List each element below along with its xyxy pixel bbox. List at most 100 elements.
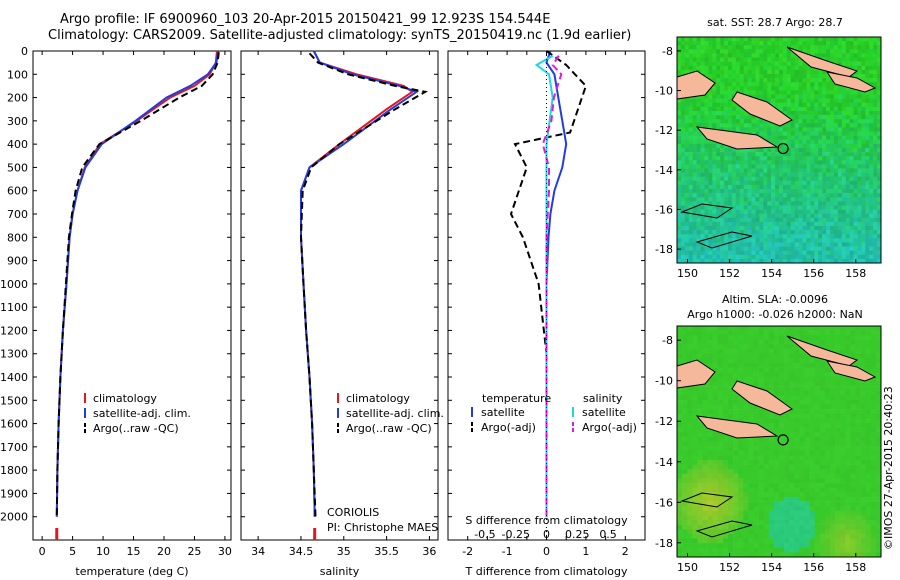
sst_map-cell — [731, 246, 737, 252]
sst_map-cell — [790, 135, 796, 141]
difference-top-xtick-label: -0.5 — [474, 528, 495, 541]
sst_map-cell — [708, 94, 713, 99]
sst_map-cell — [708, 201, 713, 206]
sla_map-cell — [819, 339, 826, 345]
sla_map-cell — [707, 326, 713, 331]
sst_map-cell — [818, 213, 823, 219]
sla_map-cell — [860, 358, 866, 364]
sla_map-cell — [748, 469, 754, 475]
sst_map-cell — [700, 41, 705, 46]
sst_map-cell — [794, 69, 799, 75]
sst_map-cell — [692, 57, 697, 62]
sst_map-cell — [779, 53, 784, 58]
sst_map-cell — [696, 164, 701, 169]
sst_map-cell — [830, 49, 835, 54]
sla_map-cell — [865, 413, 872, 419]
sst_map-cell — [716, 115, 721, 120]
sst_map-cell — [755, 258, 760, 264]
sst_map-cell — [743, 176, 748, 182]
sst_map-cell — [759, 156, 764, 161]
sla_map-cell — [779, 423, 785, 428]
sla_map-cell — [768, 349, 775, 355]
sla_map-cell — [733, 515, 739, 521]
sla_map-cell — [743, 529, 749, 535]
sla_map-cell — [850, 520, 856, 525]
sst_map-cell — [865, 41, 870, 46]
sst_map-cell — [822, 98, 827, 104]
sla_map-cell — [768, 496, 775, 502]
sla_map-cell — [779, 372, 785, 378]
sla_map-cell — [677, 524, 683, 530]
sla_map-cell — [845, 418, 851, 424]
sst_map-cell — [830, 98, 835, 104]
sst_map-cell — [692, 139, 697, 145]
sst_map-cell — [869, 78, 874, 83]
sst_map-cell — [747, 164, 752, 169]
sst_map-cell — [712, 160, 717, 165]
sst_map-cell — [782, 226, 788, 231]
sst_map-cell — [810, 143, 815, 149]
sst_map-cell — [755, 45, 760, 50]
sst_map-land — [786, 46, 859, 78]
sst_map-cell — [767, 254, 772, 260]
sst_map-cell — [806, 147, 811, 153]
sst_map-cell — [728, 119, 733, 124]
sla_map-cell — [768, 520, 775, 525]
sst_map-cell — [853, 90, 858, 95]
sst_map-cell — [794, 258, 799, 264]
sst_map-cell — [747, 180, 752, 186]
sla_map-cell — [748, 339, 754, 345]
sst_map-cell — [794, 78, 799, 83]
sla_map-cell — [875, 520, 882, 525]
sla_map-cell — [870, 455, 877, 461]
sla_map-cell — [733, 409, 739, 415]
sst_map-cell — [680, 197, 686, 202]
sst_map-cell — [728, 102, 733, 108]
sla_map-cell — [748, 436, 754, 442]
sla_map-cell — [738, 413, 744, 419]
sla_map-cell — [712, 339, 719, 345]
sst_map-cell — [731, 197, 737, 202]
sla_map-cell — [789, 353, 795, 359]
sst_map-cell — [751, 209, 756, 215]
sla_map-cell — [748, 450, 754, 456]
sla_map-cell — [702, 460, 708, 465]
sla_map-cell — [753, 376, 759, 382]
sla_map-cell — [875, 492, 882, 498]
sst_map-cell — [857, 94, 862, 99]
sst_map-cell — [849, 45, 854, 50]
sst_map-cell — [814, 213, 819, 219]
sst_map-cell — [873, 250, 878, 256]
sla_map-cell — [743, 349, 749, 355]
sst_map-cell — [873, 221, 878, 227]
sst_map-cell — [720, 201, 725, 206]
sla_map-cell — [830, 483, 836, 489]
sst_map-cell — [861, 61, 866, 67]
sst_map-cell — [861, 164, 866, 169]
sst_map-cell — [731, 234, 737, 239]
sla_map-cell — [743, 363, 749, 368]
sla_map-cell — [794, 367, 800, 373]
sla_map-cell — [819, 450, 826, 456]
sla_map-cell — [840, 473, 846, 479]
sla_map-cell — [809, 423, 815, 428]
salinity-series-argo — [299, 52, 429, 517]
sla_map-cell — [779, 492, 785, 498]
sla_map-cell — [824, 390, 831, 396]
sst_map-cell — [677, 209, 682, 215]
sst_map-cell — [677, 180, 682, 186]
sla_map-cell — [799, 464, 805, 470]
sst_map-cell — [798, 156, 803, 161]
sla_map-cell — [845, 529, 851, 535]
sla_map-cell — [702, 409, 708, 415]
sla_map-cell — [692, 529, 698, 535]
sst_map-cell — [802, 115, 807, 120]
sla_map-cell — [773, 464, 780, 470]
sla_map-cell — [860, 506, 866, 512]
sla_map-cell — [707, 363, 713, 368]
sla_map-cell — [773, 469, 780, 475]
sla_map-cell — [804, 469, 810, 475]
sst_map-cell — [857, 135, 862, 141]
sst_map-cell — [822, 258, 827, 264]
sla_map-cell — [824, 450, 831, 456]
